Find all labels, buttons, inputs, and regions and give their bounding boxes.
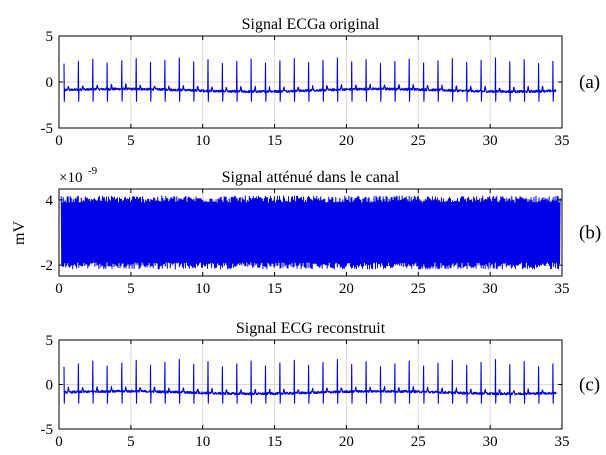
x-tick-label: 20 (339, 434, 354, 450)
y-tick-label: 4 (46, 193, 54, 209)
x-tick-label: 25 (411, 434, 426, 450)
x-tick-label: 30 (483, 281, 498, 297)
signal-series (60, 195, 561, 270)
y-exponent-label: ×10 (59, 170, 82, 186)
chart-title: Signal atténué dans le canal (222, 169, 400, 186)
panel-label: (b) (579, 223, 601, 244)
x-tick-label: 35 (555, 281, 570, 297)
x-tick-label: 30 (483, 434, 498, 450)
x-tick-label: 15 (267, 281, 282, 297)
chart-title: Signal ECGa original (242, 16, 380, 33)
x-tick-label: 0 (55, 434, 63, 450)
x-tick-label: 35 (555, 133, 570, 149)
x-tick-label: 25 (411, 281, 426, 297)
x-tick-label: 30 (483, 133, 498, 149)
shared-y-axis-label: mV (11, 221, 28, 245)
panel-label: (a) (579, 72, 600, 93)
x-tick-label: 0 (55, 281, 63, 297)
y-exponent-power: -9 (88, 165, 98, 177)
y-tick-label: -5 (41, 422, 54, 438)
x-tick-label: 5 (127, 281, 135, 297)
x-tick-label: 10 (195, 434, 210, 450)
y-tick-label: 0 (46, 75, 54, 91)
x-tick-label: 5 (127, 434, 135, 450)
x-tick-label: 15 (267, 434, 282, 450)
y-tick-label: -2 (41, 258, 54, 274)
x-tick-label: 20 (339, 133, 354, 149)
axes-box (58, 188, 563, 277)
x-tick-label: 35 (555, 434, 570, 450)
y-tick-label: 0 (46, 378, 54, 394)
x-tick-label: 5 (127, 133, 135, 149)
x-tick-label: 15 (267, 133, 282, 149)
chart-title: Signal ECG reconstruit (236, 320, 386, 337)
x-tick-label: 10 (195, 281, 210, 297)
panel-b: 0 5 10 15 20 25 30 35 4 -2 Signal atténué dans le … (41, 165, 602, 297)
y-tick-label: 5 (46, 333, 54, 349)
x-tick-label: 20 (339, 281, 354, 297)
x-tick-label: 10 (195, 133, 210, 149)
signal-series (63, 57, 557, 102)
x-tick-label: 0 (55, 133, 63, 149)
y-tick-label: 5 (46, 29, 54, 45)
signal-series (63, 359, 557, 404)
x-tick-label: 25 (411, 133, 426, 149)
panel-label: (c) (579, 375, 600, 396)
y-tick-label: -5 (41, 121, 54, 137)
